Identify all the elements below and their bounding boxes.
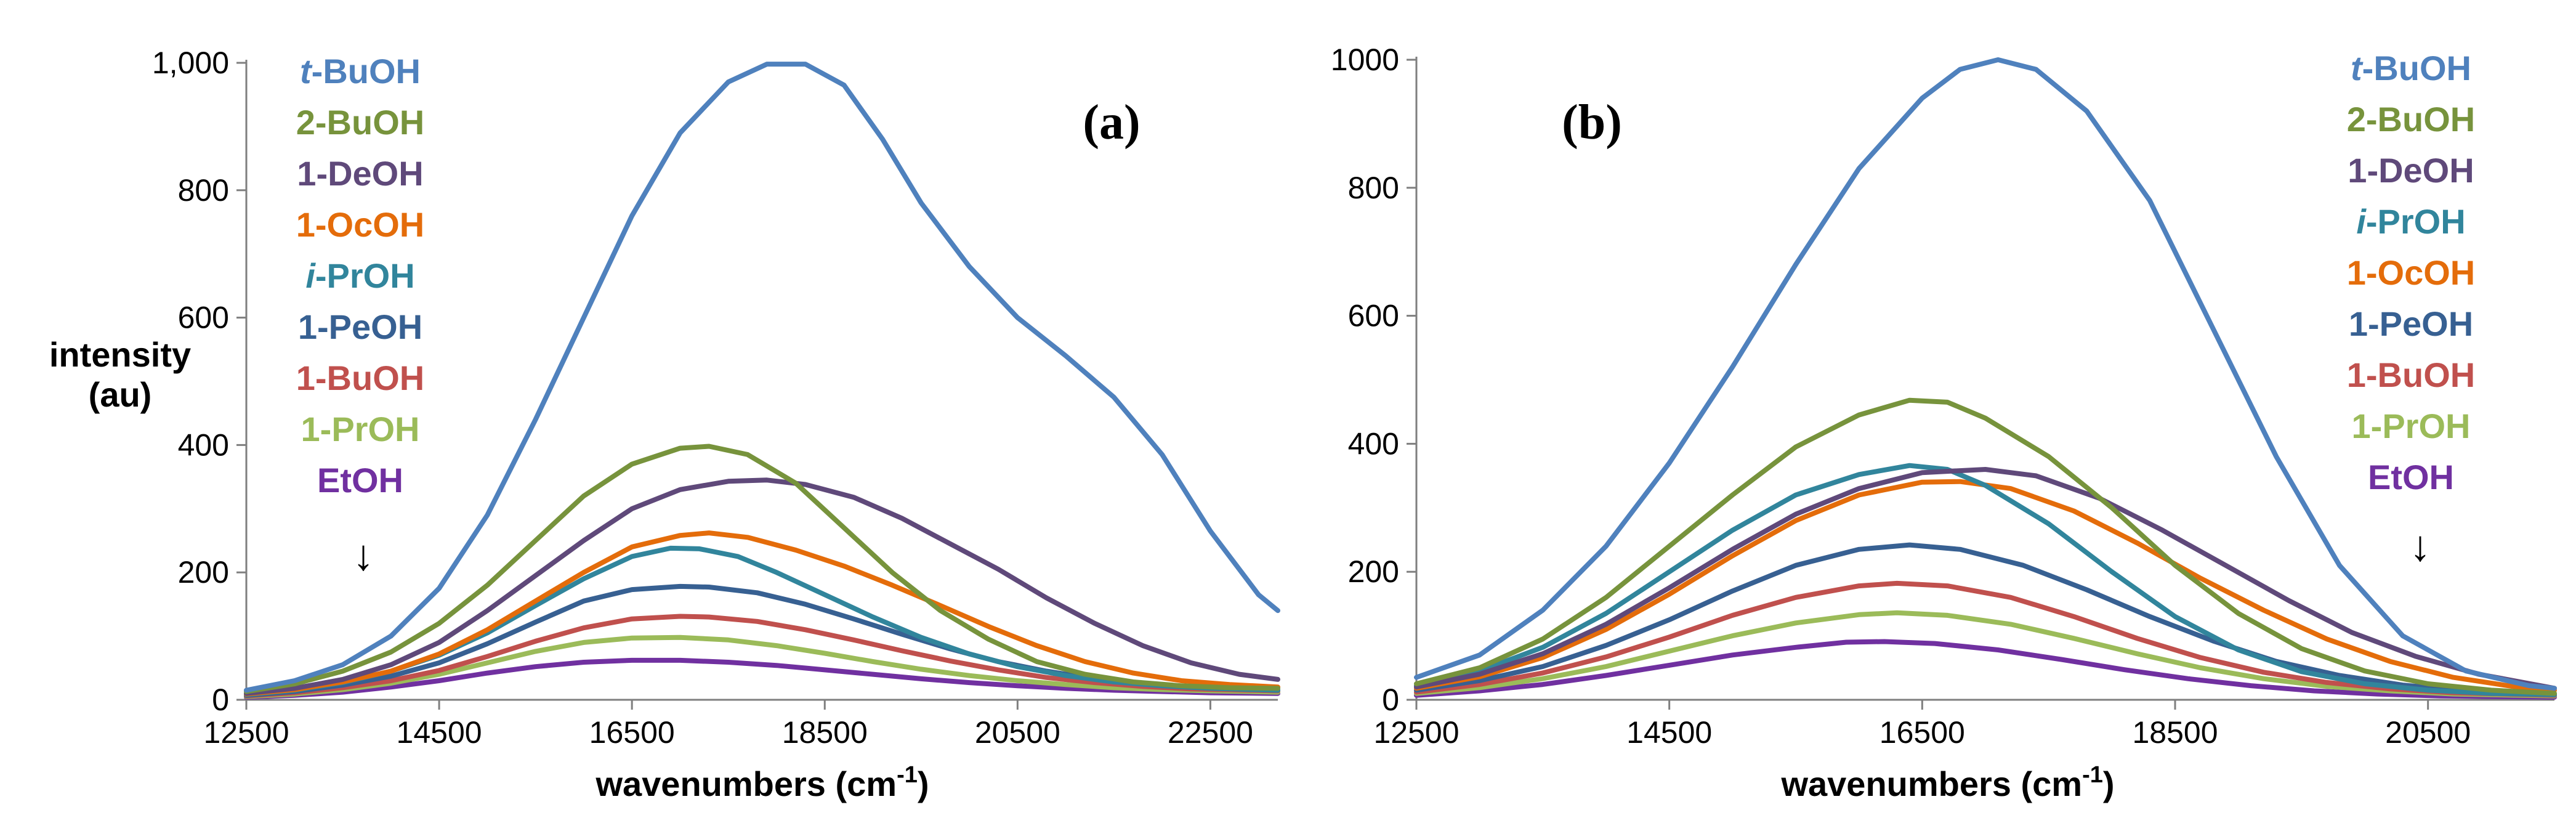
- panel-a-series-line-1-deoh: [244, 477, 1280, 696]
- panel-a-panel-label: (a): [1083, 95, 1140, 150]
- panel-a-y-tick-label: 400: [178, 428, 229, 462]
- panel-b-legend-entry-2-buoh: 2-BuOH: [2347, 100, 2475, 139]
- panel-a-legend-entry-1-deoh: 1-DeOH: [297, 154, 423, 193]
- panel-b-y-tick-label: 1000: [1331, 43, 1399, 77]
- panel-a-y-tick-label: 800: [178, 173, 229, 208]
- panel-b-y-tick-label: 800: [1348, 171, 1399, 205]
- panel-a-legend-entry-1-peoh: 1-PeOH: [298, 307, 422, 346]
- panel-a-x-tick-label: 16500: [589, 715, 675, 750]
- panel-b-series-line-1-deoh: [1414, 467, 2557, 691]
- panel-b-legend-entry-1-ocoh: 1-OcOH: [2347, 253, 2476, 292]
- panel-a-series-line-t-buoh: [244, 62, 1280, 693]
- panel-a-y-axis-title: intensity: [49, 335, 191, 374]
- panel-b-y-tick-label: 600: [1348, 299, 1399, 333]
- panel-a-x-tick-label: 12500: [203, 715, 289, 750]
- panel-a-down-arrow-icon: ↓: [353, 531, 374, 579]
- chart-panel-a: 0 200 400 600 800 1,000 12500 14500 16500 18500 20…: [49, 46, 1280, 803]
- panel-a-x-axis-title: wavenumbers (cm-1): [595, 762, 929, 803]
- panel-a-y-tick-label: 0: [212, 683, 229, 717]
- chart-panel-b: 0 200 400 600 800 1000 12500 14500 16500 18500 205…: [1331, 43, 2557, 803]
- panel-b-x-axis-title: wavenumbers (cm-1): [1780, 762, 2114, 803]
- panel-b-legend-entry-i-proh: i-PrOH: [2356, 202, 2465, 241]
- panel-a-series-line-1-proh: [244, 634, 1280, 699]
- panel-b-legend-entry-1-buoh: 1-BuOH: [2347, 355, 2475, 394]
- panel-a-y-axis-unit: (au): [89, 375, 152, 414]
- panel-b-series-line-i-proh: [1414, 463, 2557, 697]
- panel-b-x-tick-label: 16500: [1880, 715, 1965, 750]
- panel-a-legend-entry-1-buoh: 1-BuOH: [296, 359, 424, 397]
- panel-b-series-line-2-buoh: [1414, 397, 2557, 696]
- panel-a-x-tick-label: 18500: [782, 715, 868, 750]
- panel-a-legend-entry-1-ocoh: 1-OcOH: [296, 205, 425, 244]
- panel-a-x-tick-label: 14500: [397, 715, 482, 750]
- panel-b-series-line-1-ocoh: [1414, 479, 2557, 693]
- panel-b-x-tick-label: 12500: [1373, 715, 1459, 750]
- panel-a-legend-entry-1-proh: 1-PrOH: [301, 410, 420, 448]
- panel-a-series-line-1-ocoh: [244, 530, 1280, 697]
- panel-b-y-tick-label: 200: [1348, 554, 1399, 589]
- panel-b-series-line-etoh: [1414, 639, 2557, 700]
- panel-a-y-tick-label: 1,000: [152, 46, 229, 80]
- panel-b-series-line-1-peoh: [1414, 542, 2557, 697]
- panel-b-x-tick-label: 18500: [2132, 715, 2218, 750]
- panel-b-series-line-1-proh: [1414, 610, 2557, 699]
- panel-b-panel-label: (b): [1562, 95, 1622, 150]
- panel-a-y-tick-label: 200: [178, 555, 229, 590]
- panel-a-series-line-2-buoh: [244, 444, 1280, 694]
- panel-a-legend-entry-t-buoh: t-BuOH: [300, 52, 421, 91]
- panel-b-down-arrow-icon: ↓: [2410, 522, 2431, 570]
- panel-b-x-tick-label: 14500: [1626, 715, 1712, 750]
- panel-a-x-tick-label: 22500: [1168, 715, 1253, 750]
- panel-a-series-line-1-buoh: [244, 614, 1280, 699]
- panel-b-legend-entry-1-peoh: 1-PeOH: [2349, 304, 2473, 343]
- panel-b-series-line-t-buoh: [1414, 57, 2557, 691]
- panel-a-legend-entry-2-buoh: 2-BuOH: [296, 103, 424, 142]
- panel-b-legend-entry-etoh: EtOH: [2368, 458, 2454, 497]
- panel-b-y-tick-label: 0: [1382, 683, 1399, 717]
- panel-b-series-line-1-buoh: [1414, 580, 2557, 698]
- panel-b-y-tick-label: 400: [1348, 426, 1399, 461]
- panel-b-x-tick-label: 20500: [2385, 715, 2471, 750]
- panel-b-legend-entry-t-buoh: t-BuOH: [2351, 49, 2471, 87]
- panel-a-x-tick-label: 20500: [975, 715, 1060, 750]
- panel-a-series-line-etoh: [244, 657, 1280, 700]
- panel-b-legend-entry-1-deoh: 1-DeOH: [2348, 151, 2474, 190]
- panel-b-legend-entry-1-proh: 1-PrOH: [2352, 407, 2471, 445]
- panel-a-legend-entry-etoh: EtOH: [317, 461, 403, 500]
- panel-a-y-tick-label: 600: [178, 301, 229, 335]
- panel-a-legend-entry-i-proh: i-PrOH: [305, 256, 414, 295]
